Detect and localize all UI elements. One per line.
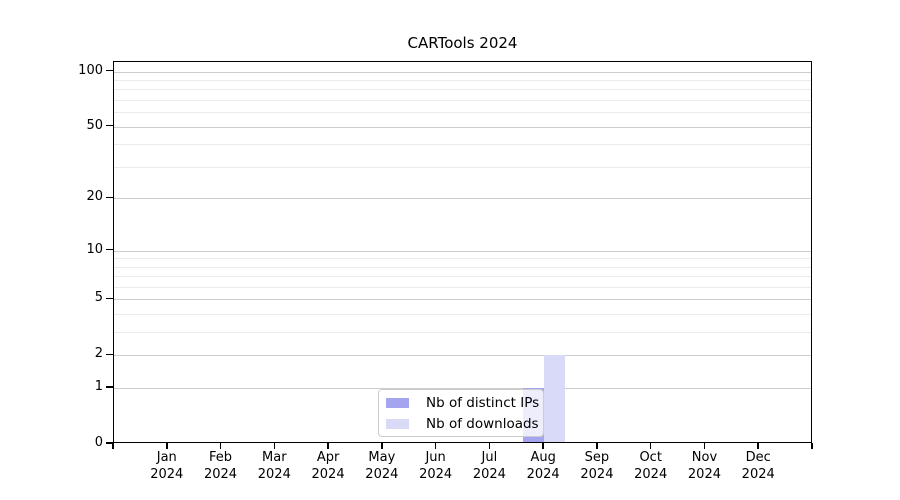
x-tick-month: Jul <box>481 450 498 465</box>
x-tick-label-sep: Sep 2024 <box>569 450 625 483</box>
legend-entry-distinct-ips: Nb of distinct IPs <box>386 394 539 411</box>
x-tick-0 <box>166 443 168 449</box>
x-tick-year: 2024 <box>634 466 668 482</box>
gridline-minor-4 <box>114 314 811 316</box>
x-tick-label-nov: Nov 2024 <box>676 450 732 483</box>
y-tick-label-0: 0 <box>94 435 103 450</box>
gridline-major-20 <box>114 198 811 200</box>
x-tick-month: May <box>368 450 396 465</box>
x-tick-label-mar: Mar 2024 <box>246 450 302 483</box>
legend-label-downloads: Nb of downloads <box>426 415 539 432</box>
gridline-minor-6 <box>114 286 811 288</box>
x-tick-month: Jan <box>156 450 177 465</box>
x-tick-year: 2024 <box>580 466 614 482</box>
x-tick-year: 2024 <box>203 466 238 482</box>
x-tick-month: Nov <box>691 450 718 465</box>
x-tick-8 <box>596 443 598 449</box>
gridline-minor-9 <box>114 258 811 260</box>
gridline-minor-80 <box>114 89 811 91</box>
gridline-minor-90 <box>114 80 811 81</box>
y-tick-50 <box>106 124 113 127</box>
gridline-major-2 <box>114 355 811 357</box>
x-tick-year: 2024 <box>419 466 453 482</box>
gridline-major-100 <box>114 71 811 73</box>
legend-label-distinct-ips: Nb of distinct IPs <box>426 394 540 411</box>
x-tick-label-dec: Dec 2024 <box>730 450 786 483</box>
y-tick-label-5: 5 <box>94 290 103 306</box>
x-tick-month: Oct <box>639 450 662 465</box>
x-tick-month: Feb <box>209 450 233 465</box>
x-tick-label-oct: Oct 2024 <box>623 450 679 483</box>
x-tick-label-jul: Jul 2024 <box>461 450 517 483</box>
y-tick-100 <box>106 69 113 72</box>
x-tick-month: Apr <box>316 450 340 465</box>
x-tick-year: 2024 <box>150 466 184 482</box>
gridline-major-10 <box>114 250 811 252</box>
gridline-minor-3 <box>114 332 811 334</box>
x-tick-10 <box>703 443 706 449</box>
gridline-major-5 <box>114 299 811 301</box>
legend-entry-downloads: Nb of downloads <box>386 415 539 432</box>
x-tick-edge <box>811 443 813 449</box>
x-tick-edge <box>112 443 114 449</box>
x-tick-month: Mar <box>262 450 287 465</box>
gridline-major-50 <box>114 126 811 128</box>
gridline-minor-30 <box>114 166 811 168</box>
x-tick-month: Sep <box>584 450 610 465</box>
x-tick-year: 2024 <box>365 466 399 482</box>
x-tick-year: 2024 <box>526 466 560 482</box>
y-tick-label-100: 100 <box>78 62 103 78</box>
y-tick-0 <box>106 442 113 444</box>
x-tick-1 <box>219 443 222 449</box>
plot-area <box>113 61 812 443</box>
y-tick-2 <box>106 353 113 356</box>
x-tick-year: 2024 <box>311 466 345 482</box>
x-tick-month: Dec <box>745 450 771 465</box>
legend: Nb of distinct IPs Nb of downloads <box>378 389 544 437</box>
x-tick-11 <box>757 443 759 449</box>
x-tick-label-jan: Jan 2024 <box>139 450 195 483</box>
y-tick-label-2: 2 <box>94 346 103 362</box>
x-tick-year: 2024 <box>687 466 721 482</box>
gridline-minor-60 <box>114 112 811 114</box>
x-tick-9 <box>649 443 652 449</box>
x-tick-label-apr: Apr 2024 <box>300 450 356 483</box>
x-tick-label-feb: Feb 2024 <box>193 450 249 483</box>
x-tick-7 <box>542 443 544 449</box>
y-tick-20 <box>106 196 113 199</box>
bar-nb-of-downloads-aug <box>544 355 566 442</box>
y-tick-label-1: 1 <box>94 379 103 395</box>
x-tick-label-jun: Jun 2024 <box>408 450 464 483</box>
gridline-minor-8 <box>114 266 811 268</box>
y-tick-1 <box>106 386 113 388</box>
x-tick-label-may: May 2024 <box>354 450 410 483</box>
x-tick-3 <box>327 443 329 449</box>
x-tick-label-aug: Aug 2024 <box>515 450 571 483</box>
chart-title: CARTools 2024 <box>407 34 518 52</box>
x-tick-year: 2024 <box>257 466 291 482</box>
x-tick-month: Jun <box>425 450 446 465</box>
y-tick-label-10: 10 <box>86 241 103 257</box>
x-tick-month: Aug <box>530 450 556 465</box>
gridline-minor-40 <box>114 144 811 146</box>
y-tick-10 <box>106 248 113 251</box>
plot-inner <box>114 62 811 442</box>
y-tick-label-20: 20 <box>86 189 103 205</box>
x-tick-year: 2024 <box>741 466 775 482</box>
legend-swatch-distinct-ips <box>386 397 409 408</box>
gridline-minor-7 <box>114 276 811 278</box>
legend-swatch-downloads <box>386 418 409 429</box>
x-tick-6 <box>488 443 491 449</box>
gridline-major-1 <box>114 388 811 390</box>
x-tick-year: 2024 <box>472 466 506 482</box>
x-tick-4 <box>381 443 383 449</box>
gridline-minor-70 <box>114 100 811 102</box>
x-tick-2 <box>273 443 276 449</box>
y-tick-5 <box>106 297 113 300</box>
y-tick-label-50: 50 <box>86 117 103 133</box>
x-tick-5 <box>434 443 437 449</box>
